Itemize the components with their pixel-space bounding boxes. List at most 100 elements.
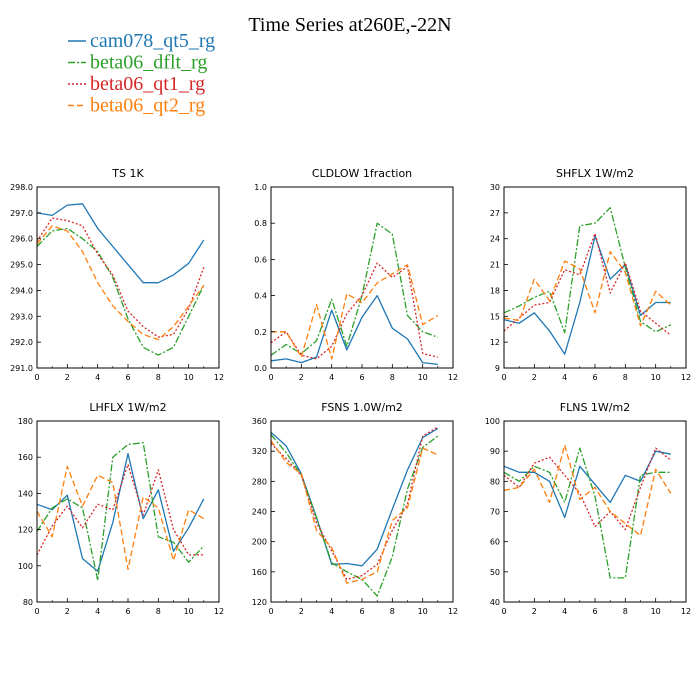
legend-entry: beta06_dflt_rg <box>68 52 207 74</box>
plot-frame <box>270 186 454 369</box>
x-tick-label: 0 <box>268 607 273 616</box>
y-tick-label: 320 <box>252 447 267 456</box>
x-tick-label: 6 <box>125 373 130 382</box>
series-line <box>270 440 439 584</box>
x-tick-label: 8 <box>623 373 628 382</box>
x-tick-label: 12 <box>448 373 458 382</box>
y-tick-label: 294.0 <box>10 286 33 295</box>
panel-title: SHFLX 1W/m2 <box>556 167 634 180</box>
series-line <box>36 463 204 556</box>
y-tick-label: 0.2 <box>254 328 267 337</box>
y-tick-label: 140 <box>18 489 33 498</box>
y-tick-label: 21 <box>490 261 500 270</box>
x-tick-label: 8 <box>390 373 395 382</box>
series-line <box>36 203 205 284</box>
x-tick-label: 10 <box>418 373 428 382</box>
y-tick-label: 0.8 <box>254 219 267 228</box>
series-line <box>271 264 439 360</box>
x-tick-label: 8 <box>623 607 628 616</box>
legend: cam078_qt5_rgbeta06_dflt_rgbeta06_qt1_rg… <box>68 30 215 117</box>
y-tick-label: 100 <box>485 417 500 426</box>
y-tick-label: 100 <box>18 562 33 571</box>
y-tick-label: 80 <box>490 477 500 486</box>
series-group <box>270 222 439 366</box>
x-tick-label: 2 <box>65 373 70 382</box>
y-tick-label: 90 <box>490 447 500 456</box>
y-tick-label: 293.0 <box>10 312 33 321</box>
series-group <box>36 442 205 581</box>
x-tick-label: 0 <box>268 373 273 382</box>
x-tick-label: 2 <box>532 607 537 616</box>
x-tick-label: 6 <box>359 373 364 382</box>
series-line <box>36 442 205 581</box>
x-tick-label: 8 <box>156 607 161 616</box>
x-tick-label: 10 <box>184 607 194 616</box>
x-tick-label: 6 <box>125 607 130 616</box>
y-tick-label: 18 <box>490 286 500 295</box>
x-tick-label: 0 <box>501 373 506 382</box>
y-tick-label: 160 <box>18 453 33 462</box>
legend-label: beta06_qt2_rg <box>90 95 205 117</box>
panel: TS 1K 0 2 4 6 8 10 12 291.0 292.0 293.0 294.0 295.0 2… <box>10 167 224 382</box>
y-tick-label: 292.0 <box>10 338 33 347</box>
y-tick-label: 360 <box>252 417 267 426</box>
series-line <box>36 465 205 571</box>
x-tick-label: 10 <box>418 607 428 616</box>
x-tick-label: 6 <box>592 607 597 616</box>
y-tick-label: 0.0 <box>254 364 267 373</box>
x-tick-label: 12 <box>214 607 224 616</box>
y-tick-label: 60 <box>490 538 500 547</box>
y-tick-label: 50 <box>490 568 500 577</box>
series-line <box>36 227 205 356</box>
panel-title: FSNS 1.0W/m2 <box>321 401 403 414</box>
series-group <box>270 426 439 597</box>
y-tick-label: 291.0 <box>10 364 33 373</box>
x-tick-label: 12 <box>448 607 458 616</box>
y-tick-label: 120 <box>252 598 267 607</box>
x-tick-label: 4 <box>95 373 100 382</box>
y-tick-label: 200 <box>252 538 267 547</box>
panels: TS 1K0 2 4 6 8 10 12291.0292.0293.0294.0295.02… <box>10 167 691 616</box>
series-line <box>503 450 671 519</box>
series-line <box>270 427 439 567</box>
x-tick-label: 8 <box>156 373 161 382</box>
series-line <box>36 225 205 341</box>
x-tick-label: 2 <box>299 373 304 382</box>
plot-frame <box>503 186 687 369</box>
panel: LHFLX 1W/m2 0 2 4 6 8 10 12 80 100 120 140 160 180 <box>18 401 224 616</box>
y-tick-label: 70 <box>490 508 500 517</box>
y-tick-label: 27 <box>490 209 500 218</box>
series-group <box>503 207 672 355</box>
x-tick-label: 10 <box>184 373 194 382</box>
y-tick-label: 1.0 <box>254 183 267 192</box>
series-line <box>36 217 205 338</box>
series-line <box>270 426 439 581</box>
x-tick-label: 6 <box>592 373 597 382</box>
legend-label: beta06_qt1_rg <box>90 73 205 95</box>
series-group <box>36 203 205 356</box>
y-tick-label: 240 <box>252 508 267 517</box>
y-tick-label: 40 <box>490 598 500 607</box>
panel-title: CLDLOW 1fraction <box>312 167 412 180</box>
x-tick-label: 2 <box>299 607 304 616</box>
y-tick-label: 298.0 <box>10 183 33 192</box>
panel-title: LHFLX 1W/m2 <box>89 401 166 414</box>
y-tick-label: 0.6 <box>254 255 267 264</box>
x-tick-label: 0 <box>501 607 506 616</box>
y-tick-label: 295.0 <box>10 261 33 270</box>
x-tick-label: 12 <box>214 373 224 382</box>
x-tick-label: 2 <box>532 373 537 382</box>
series-line <box>503 250 672 327</box>
legend-entry: beta06_qt1_rg <box>68 73 205 95</box>
x-tick-label: 8 <box>390 607 395 616</box>
legend-entry: beta06_qt2_rg <box>68 95 205 117</box>
x-tick-label: 12 <box>681 373 691 382</box>
series-line <box>270 222 439 356</box>
series-line <box>503 447 671 579</box>
series-group <box>503 444 672 579</box>
series-line <box>270 434 439 597</box>
panel: FLNS 1W/m2 0 2 4 6 8 10 12 40 50 60 70 80 90 100 <box>485 401 691 616</box>
x-tick-label: 2 <box>65 607 70 616</box>
x-tick-label: 6 <box>359 607 364 616</box>
